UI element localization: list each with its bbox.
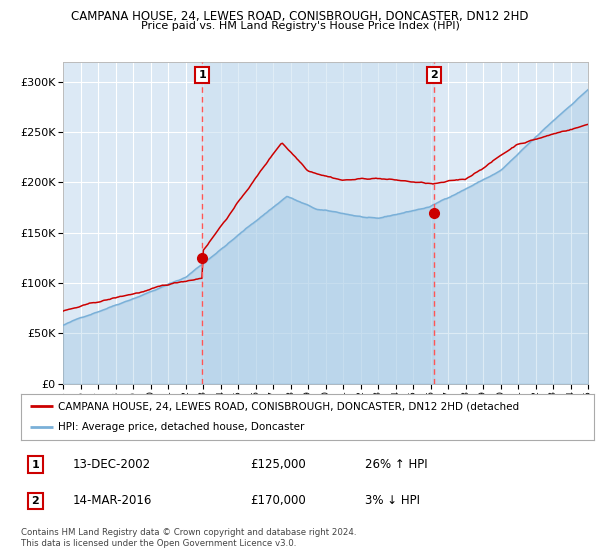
Text: CAMPANA HOUSE, 24, LEWES ROAD, CONISBROUGH, DONCASTER, DN12 2HD: CAMPANA HOUSE, 24, LEWES ROAD, CONISBROU…: [71, 10, 529, 23]
Text: 1: 1: [198, 69, 206, 80]
Text: 2: 2: [31, 496, 39, 506]
Text: 3% ↓ HPI: 3% ↓ HPI: [365, 494, 420, 507]
Text: 13-DEC-2002: 13-DEC-2002: [73, 458, 151, 471]
Bar: [202, 62, 434, 384]
Text: 26% ↑ HPI: 26% ↑ HPI: [365, 458, 427, 471]
Text: 14-MAR-2016: 14-MAR-2016: [73, 494, 152, 507]
Text: 2: 2: [430, 69, 438, 80]
Text: £170,000: £170,000: [250, 494, 306, 507]
Text: 1: 1: [31, 460, 39, 470]
Text: £125,000: £125,000: [250, 458, 306, 471]
Text: Price paid vs. HM Land Registry's House Price Index (HPI): Price paid vs. HM Land Registry's House …: [140, 21, 460, 31]
Text: Contains HM Land Registry data © Crown copyright and database right 2024.
This d: Contains HM Land Registry data © Crown c…: [21, 528, 356, 548]
Text: HPI: Average price, detached house, Doncaster: HPI: Average price, detached house, Donc…: [58, 422, 305, 432]
Text: CAMPANA HOUSE, 24, LEWES ROAD, CONISBROUGH, DONCASTER, DN12 2HD (detached: CAMPANA HOUSE, 24, LEWES ROAD, CONISBROU…: [58, 401, 520, 411]
